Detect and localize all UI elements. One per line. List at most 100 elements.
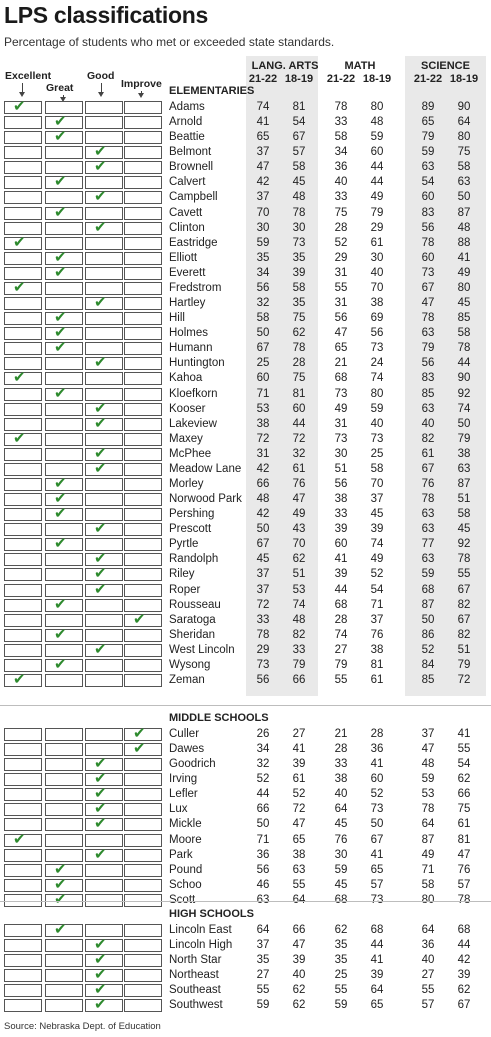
score-cell: 25	[256, 357, 270, 370]
score-cell: 76	[421, 478, 435, 490]
table-row: ✔ Lefler 44 52 40 52 53 66	[0, 786, 491, 802]
score-cell: 68	[334, 372, 348, 385]
school-name: Northeast	[169, 969, 219, 982]
table-row: ✔ Humann 67 78 65 73 79 78	[0, 340, 491, 356]
score-cell: 67	[421, 281, 435, 294]
table-row: ✔ Maxey 72 72 73 73 82 79	[0, 430, 491, 447]
rating-box-great: ✔	[45, 536, 83, 552]
score-cell: 33	[334, 758, 348, 771]
rating-box-improve	[124, 568, 162, 582]
rating-box-improve	[124, 312, 162, 326]
score-cell: 79	[421, 342, 435, 355]
score-cell: 64	[457, 116, 471, 129]
score-cell: 41	[334, 553, 348, 566]
score-cell: 65	[370, 863, 384, 876]
score-cell: 21	[334, 728, 348, 740]
rating-box-good: ✔	[85, 219, 123, 235]
score-cell: 73	[370, 893, 384, 906]
rating-box-excellent	[4, 788, 42, 802]
school-name: Kooser	[169, 402, 206, 415]
school-name: Saratoga	[169, 613, 216, 626]
score-cell: 39	[292, 266, 306, 279]
rating-box-improve	[124, 538, 162, 552]
score-cell: 59	[421, 773, 435, 786]
checkmark-icon: ✔	[54, 112, 67, 131]
score-cell: 33	[334, 508, 348, 521]
score-cell: 57	[370, 878, 384, 891]
score-cell: 35	[292, 251, 306, 264]
rating-box-improve	[124, 939, 162, 953]
rating-box-improve	[124, 447, 162, 461]
table-row: ✔ Beattie 65 67 58 59 79 80	[0, 129, 491, 145]
score-cell: 78	[421, 803, 435, 816]
score-cell: 45	[457, 297, 471, 310]
school-name: Beattie	[169, 131, 205, 144]
score-cell: 37	[370, 493, 384, 506]
score-cell: 60	[370, 146, 384, 159]
score-cell: 59	[370, 131, 384, 144]
rating-box-improve: ✔	[124, 726, 162, 741]
table-row: ✔ North Star 35 39 35 41 40 42	[0, 952, 491, 968]
table-row: ✔ Scott 63 64 68 73 80 78	[0, 891, 491, 908]
header-math: MATH	[344, 60, 376, 72]
rating-box-good	[85, 176, 123, 190]
score-cell: 80	[370, 101, 384, 113]
score-cell: 61	[421, 447, 435, 460]
score-cell: 63	[256, 893, 270, 906]
score-cell: 74	[457, 402, 471, 415]
checkmark-icon: ✔	[54, 504, 67, 523]
rating-box-improve	[124, 893, 162, 907]
score-cell: 24	[370, 357, 384, 370]
checkmark-icon: ✔	[13, 368, 26, 387]
rating-box-improve	[124, 221, 162, 235]
table-row: ✔ Northeast 27 40 25 39 27 39	[0, 967, 491, 983]
school-name: Campbell	[169, 191, 218, 204]
rating-box-excellent	[4, 221, 42, 235]
score-cell: 36	[334, 161, 348, 174]
year-header: 21-22	[248, 73, 278, 85]
year-header: 18-19	[449, 73, 479, 85]
category-label-improve: Improve	[121, 78, 162, 90]
rating-box-great: ✔	[45, 596, 83, 612]
checkmark-icon: ✔	[13, 97, 26, 115]
rating-box-great	[45, 372, 83, 386]
score-cell: 85	[457, 312, 471, 325]
rating-box-good	[85, 312, 123, 326]
table-row: ✔ Lux 66 72 64 73 78 75	[0, 801, 491, 817]
checkmark-icon: ✔	[94, 157, 107, 176]
table-row: ✔ Cavett 70 78 75 79 83 87	[0, 204, 491, 221]
score-cell: 62	[457, 984, 471, 997]
rating-box-great	[45, 221, 83, 235]
score-cell: 32	[256, 297, 270, 310]
score-cell: 38	[370, 643, 384, 656]
school-name: Scott	[169, 893, 196, 906]
school-name: Lux	[169, 803, 188, 816]
score-cell: 33	[334, 191, 348, 204]
rating-box-good: ✔	[85, 400, 123, 416]
table-row: ✔ Belmont 37 57 34 60 59 75	[0, 144, 491, 160]
rating-box-excellent	[4, 984, 42, 998]
checkmark-icon: ✔	[94, 187, 107, 206]
table-row: ✔ Fredstrom 56 58 55 70 67 80	[0, 279, 491, 296]
rating-box-excellent	[4, 206, 42, 220]
score-cell: 90	[457, 101, 471, 113]
table-row: ✔ Roper 37 53 44 54 68 67	[0, 581, 491, 598]
rating-box-improve	[124, 297, 162, 311]
table-row: ✔ Schoo 46 55 45 57 58 57	[0, 876, 491, 893]
score-cell: 55	[292, 878, 306, 891]
score-cell: 59	[334, 999, 348, 1012]
score-cell: 92	[457, 387, 471, 400]
rating-box-great	[45, 583, 83, 597]
rating-box-great: ✔	[45, 112, 83, 131]
checkmark-icon: ✔	[94, 519, 107, 538]
checkmark-icon: ✔	[54, 474, 67, 492]
year-header: 21-22	[413, 73, 443, 85]
rating-box-great	[45, 553, 83, 567]
score-cell: 36	[370, 743, 384, 756]
checkmark-icon: ✔	[54, 308, 67, 327]
score-cell: 70	[292, 538, 306, 551]
rating-box-improve	[124, 984, 162, 998]
score-cell: 79	[292, 658, 306, 671]
score-cell: 59	[256, 236, 270, 249]
score-cell: 72	[256, 432, 270, 445]
